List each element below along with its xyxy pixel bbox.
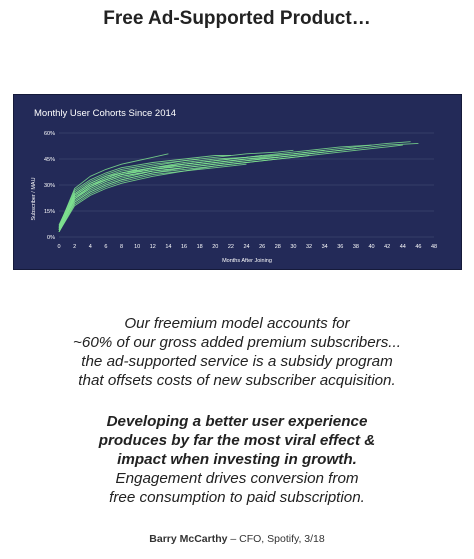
x-tick-label: 20 <box>212 244 218 250</box>
quote-line: the ad-supported service is a subsidy pr… <box>81 353 393 370</box>
cohort-chart: Monthly User Cohorts Since 2014 Subscrib… <box>13 94 462 270</box>
x-tick-label: 2 <box>73 244 76 250</box>
chart-x-axis-label: Months After Joining <box>222 258 272 264</box>
quote-line: ~60% of our gross added premium subscrib… <box>73 334 401 351</box>
quote-line: free consumption to paid subscription. <box>109 489 365 506</box>
x-tick-label: 38 <box>353 244 359 250</box>
x-tick-label: 16 <box>181 244 187 250</box>
attribution-name: Barry McCarthy <box>149 533 228 545</box>
chart-series-group <box>58 141 419 233</box>
quote-line: Our freemium model accounts for <box>124 315 350 332</box>
chart-gridlines <box>59 132 434 238</box>
cohort-chart-svg: Monthly User Cohorts Since 2014 Subscrib… <box>31 108 437 264</box>
x-tick-label: 24 <box>243 244 249 250</box>
x-tick-label: 40 <box>368 244 374 250</box>
x-tick-label: 18 <box>197 244 203 250</box>
y-tick-label: 30% <box>44 183 55 189</box>
quote-line: Engagement drives conversion from <box>115 470 359 487</box>
chart-title: Monthly User Cohorts Since 2014 <box>34 108 176 119</box>
cohort-series-line <box>58 156 278 231</box>
quote-emphasis-line: impact when investing in growth. <box>117 451 357 468</box>
quote-attribution: Barry McCarthy – CFO, Spotify, 3/18 <box>0 533 474 545</box>
x-tick-label: 48 <box>431 244 437 250</box>
x-tick-label: 14 <box>165 244 171 250</box>
cohort-series-line <box>58 158 200 229</box>
x-tick-label: 32 <box>306 244 312 250</box>
cohort-series-line <box>58 155 310 233</box>
cohort-series-line <box>58 167 185 233</box>
x-tick-label: 12 <box>150 244 156 250</box>
quote-emphasis-line: produces by far the most viral effect & <box>98 432 376 449</box>
x-tick-label: 44 <box>400 244 406 250</box>
cohort-series-line <box>58 155 231 227</box>
x-tick-label: 46 <box>415 244 421 250</box>
slide-title: Free Ad-Supported Product… <box>103 8 371 29</box>
attribution-role: – CFO, Spotify, 3/18 <box>227 533 325 545</box>
chart-tick-labels: 0%15%30%45%60%0 2 4 6 8 10 12 14 16 18 20 22 24 26 28 3… <box>44 131 437 250</box>
cohort-series-line <box>58 170 153 231</box>
x-tick-label: 6 <box>104 244 107 250</box>
chart-y-axis-label: Subscriber / MAU <box>31 177 37 220</box>
x-tick-label: 4 <box>89 244 92 250</box>
x-tick-label: 30 <box>290 244 296 250</box>
y-tick-label: 45% <box>44 157 55 163</box>
x-tick-label: 10 <box>134 244 140 250</box>
y-tick-label: 15% <box>44 209 55 215</box>
cohort-series-line <box>58 168 138 229</box>
x-tick-label: 28 <box>275 244 281 250</box>
x-tick-label: 22 <box>228 244 234 250</box>
quote-freemium: Our freemium model accounts for ~60% of … <box>0 314 474 390</box>
x-tick-label: 34 <box>322 244 328 250</box>
cohort-series-line <box>58 142 419 231</box>
x-tick-label: 42 <box>384 244 390 250</box>
cohort-series-line <box>58 148 356 231</box>
cohort-series-line <box>58 149 294 226</box>
cohort-series-line <box>58 153 169 227</box>
cohort-series-line <box>58 160 216 231</box>
x-tick-label: 8 <box>120 244 123 250</box>
x-tick-label: 26 <box>259 244 265 250</box>
x-tick-label: 0 <box>57 244 60 250</box>
y-tick-label: 0% <box>47 235 55 241</box>
quote-growth: Developing a better user experience prod… <box>0 412 474 507</box>
quote-line: that offsets costs of new subscriber acq… <box>78 372 396 389</box>
x-tick-label: 36 <box>337 244 343 250</box>
quote-emphasis-line: Developing a better user experience <box>106 413 368 430</box>
cohort-series-line <box>58 163 247 233</box>
y-tick-label: 60% <box>44 131 55 137</box>
